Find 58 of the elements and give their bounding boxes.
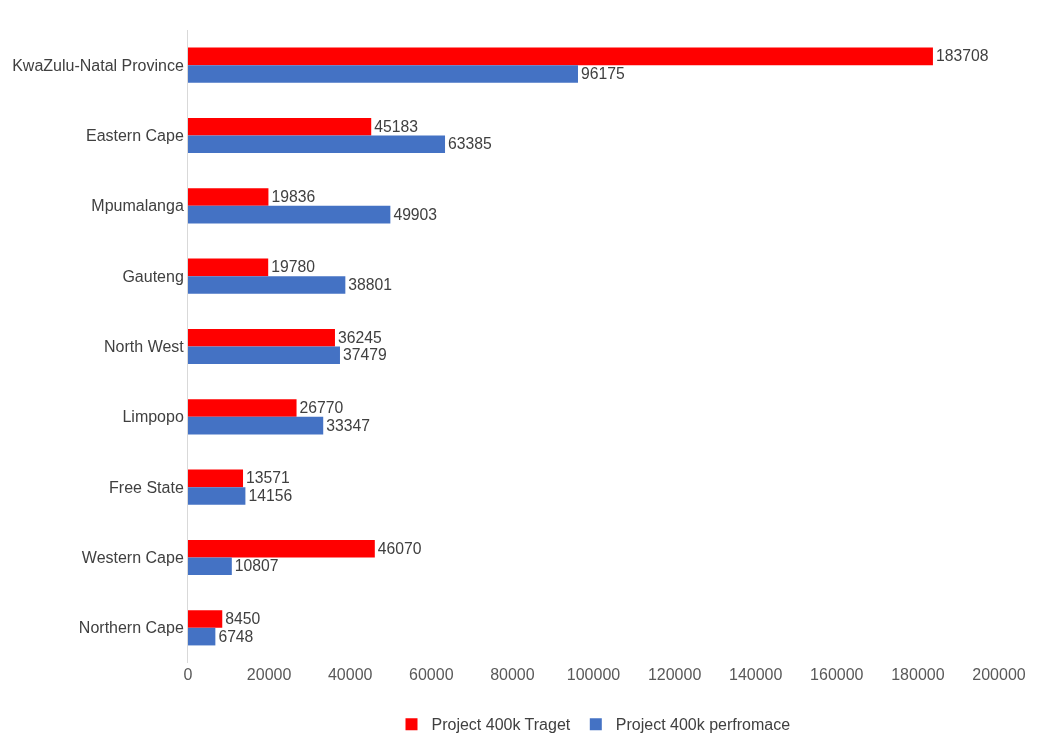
data-label: 46070 (377, 539, 422, 557)
bar (188, 487, 246, 505)
data-label: 38801 (348, 276, 393, 294)
bar (188, 610, 223, 628)
y-tick-label: Free State (109, 478, 184, 496)
x-tick-label: 40000 (327, 666, 373, 683)
bar (188, 258, 269, 277)
bar (188, 539, 375, 558)
data-label: 96175 (581, 65, 625, 83)
data-label: 13571 (246, 469, 290, 487)
data-label: 49903 (393, 205, 438, 223)
y-tick-label: Limpopo (122, 408, 184, 426)
data-label: 26770 (299, 399, 344, 417)
x-tick-label: 0 (183, 666, 193, 683)
data-label: 8450 (225, 610, 261, 628)
y-tick-label: Northern Cape (78, 619, 184, 637)
legend-label: Project 400k Traget (431, 716, 571, 734)
data-label: 33347 (326, 416, 370, 434)
legend-label: Project 400k perfromace (615, 716, 791, 734)
bar (188, 346, 340, 365)
bar (188, 65, 578, 83)
y-tick-label: Mpumalanga (91, 197, 184, 215)
y-tick-label: North West (104, 338, 185, 356)
data-label: 6748 (218, 627, 254, 645)
data-label: 37479 (342, 346, 387, 364)
bar (188, 399, 297, 417)
y-tick-label: Eastern Cape (85, 127, 184, 145)
data-label: 14156 (248, 487, 293, 505)
data-label: 63385 (448, 135, 493, 153)
x-tick-label: 200000 (972, 666, 1026, 683)
bar (188, 188, 269, 206)
data-label: 19780 (271, 258, 316, 276)
x-tick-label: 160000 (810, 666, 864, 683)
bar (188, 276, 346, 294)
x-tick-label: 120000 (647, 666, 702, 683)
x-tick-label: 80000 (490, 666, 535, 683)
x-tick-label: 60000 (409, 666, 454, 683)
x-tick-label: 20000 (246, 666, 292, 683)
data-label: 10807 (234, 557, 279, 575)
bar (188, 416, 324, 435)
y-tick-label: Western Cape (81, 549, 184, 567)
bar (188, 328, 335, 347)
data-label: 19836 (271, 188, 316, 206)
bar (188, 205, 391, 224)
data-label: 183708 (935, 47, 989, 65)
y-tick-label: KwaZulu-Natal Province (12, 56, 184, 74)
bar (188, 469, 244, 488)
bar (188, 47, 933, 66)
y-tick-label: Gauteng (122, 267, 184, 285)
bar (188, 557, 232, 576)
data-label: 36245 (337, 328, 382, 346)
x-tick-label: 100000 (566, 666, 621, 683)
x-tick-label: 180000 (891, 666, 945, 683)
bar (188, 135, 446, 154)
bar (188, 117, 372, 136)
x-tick-label: 140000 (729, 666, 783, 683)
bar (188, 627, 216, 646)
data-label: 45183 (374, 117, 419, 135)
